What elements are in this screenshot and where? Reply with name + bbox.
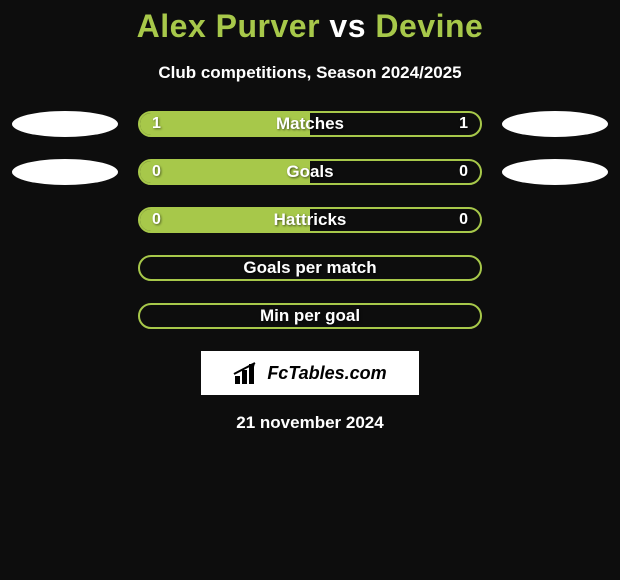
stat-bar: 00Hattricks: [138, 207, 482, 233]
logo-text: FcTables.com: [267, 363, 386, 384]
left-ellipse-slot: [12, 303, 118, 329]
left-ellipse-slot: [12, 255, 118, 281]
player2-ellipse: [502, 111, 608, 137]
vs-text: vs: [329, 8, 366, 44]
stat-label: Min per goal: [140, 305, 480, 327]
left-ellipse-slot: [12, 207, 118, 233]
player1-ellipse: [12, 159, 118, 185]
stat-row: 11Matches: [0, 111, 620, 137]
right-ellipse-slot: [502, 255, 608, 281]
stat-row: 00Goals: [0, 159, 620, 185]
page-title: Alex Purver vs Devine: [0, 8, 620, 45]
stat-bar: Goals per match: [138, 255, 482, 281]
comparison-infographic: Alex Purver vs Devine Club competitions,…: [0, 0, 620, 433]
stat-label: Matches: [140, 113, 480, 135]
stat-row: Goals per match: [0, 255, 620, 281]
player2-name: Devine: [375, 8, 483, 44]
stat-bar: 11Matches: [138, 111, 482, 137]
right-ellipse-slot: [502, 111, 608, 137]
right-ellipse-slot: [502, 207, 608, 233]
stat-label: Goals per match: [140, 257, 480, 279]
subtitle: Club competitions, Season 2024/2025: [0, 63, 620, 83]
left-ellipse-slot: [12, 159, 118, 185]
bar-chart-icon: [233, 362, 261, 384]
player2-ellipse: [502, 159, 608, 185]
stat-rows: 11Matches 00Goals 00Hattricks Goals per mat…: [0, 111, 620, 329]
stat-bar: 00Goals: [138, 159, 482, 185]
logo: FcTables.com: [201, 351, 419, 395]
stat-row: Min per goal: [0, 303, 620, 329]
stat-label: Hattricks: [140, 209, 480, 231]
stat-label: Goals: [140, 161, 480, 183]
stat-row: 00Hattricks: [0, 207, 620, 233]
right-ellipse-slot: [502, 159, 608, 185]
right-ellipse-slot: [502, 303, 608, 329]
player1-ellipse: [12, 111, 118, 137]
date: 21 november 2024: [0, 413, 620, 433]
left-ellipse-slot: [12, 111, 118, 137]
player1-name: Alex Purver: [137, 8, 320, 44]
stat-bar: Min per goal: [138, 303, 482, 329]
